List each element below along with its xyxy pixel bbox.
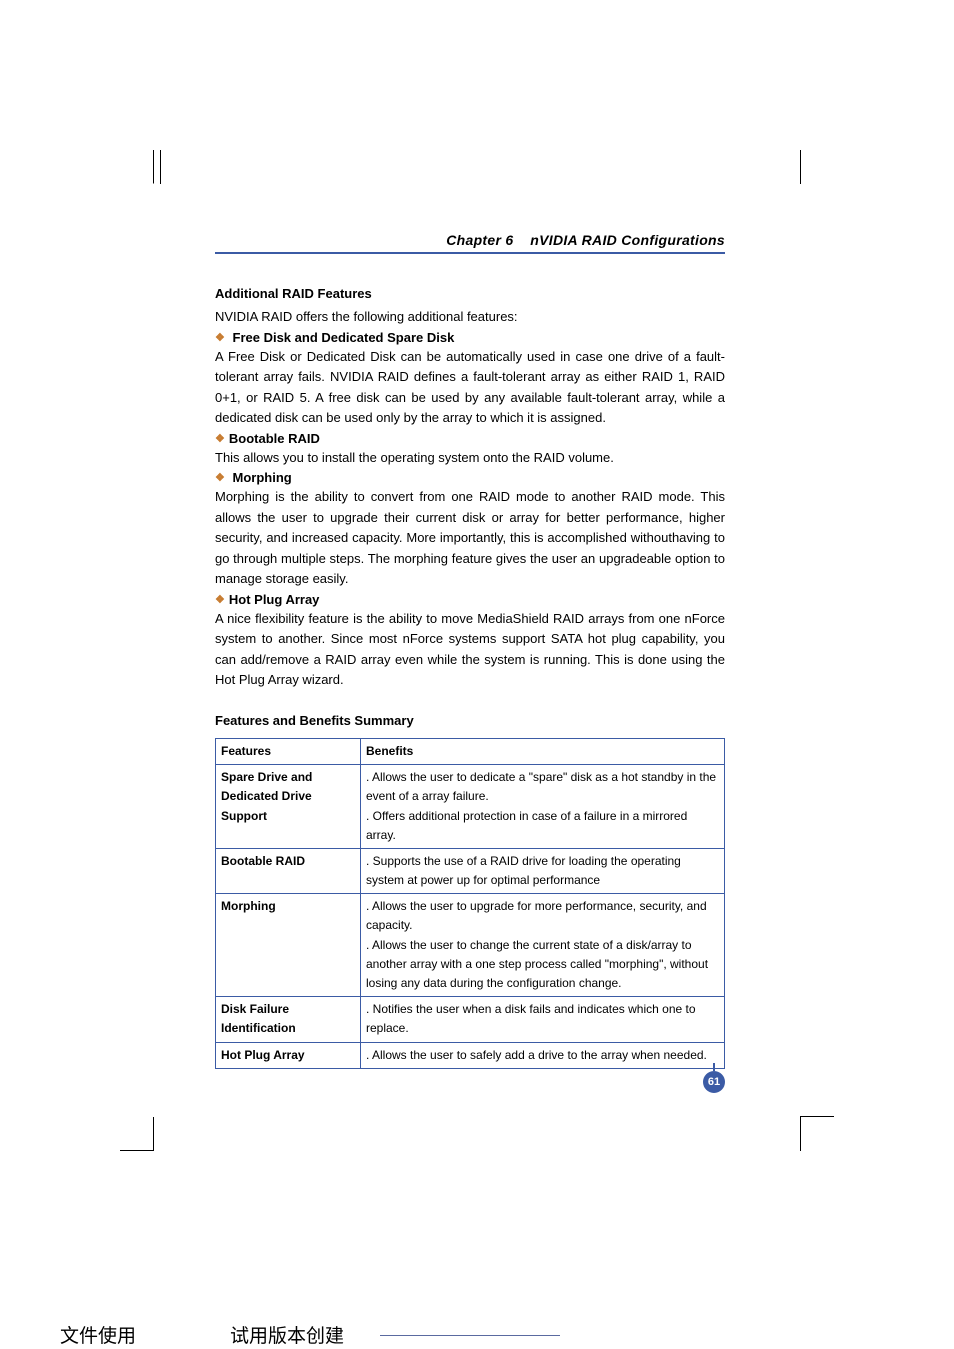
content-area: Chapter 6 nVIDIA RAID Configurations Add…: [215, 232, 725, 1069]
diamond-icon: ❖: [215, 472, 225, 484]
chapter-label: Chapter 6: [446, 232, 513, 248]
col-features: Features: [216, 738, 361, 764]
body-morphing: Morphing is the ability to convert from …: [215, 487, 725, 590]
page-number-circle: 61: [703, 1071, 725, 1093]
benefit-cell: . Allows the user to safely add a drive …: [361, 1042, 725, 1068]
body-free-disk: A Free Disk or Dedicated Disk can be aut…: [215, 347, 725, 429]
page-number: 61: [703, 1071, 725, 1093]
diamond-icon: ❖: [215, 433, 225, 445]
table-row: Bootable RAID . Supports the use of a RA…: [216, 848, 725, 893]
benefit-cell: . Allows the user to dedicate a "spare" …: [361, 765, 725, 849]
feature-cell: Morphing: [216, 894, 361, 997]
table-header-row: Features Benefits: [216, 738, 725, 764]
bullet-free-disk: ❖ Free Disk and Dedicated Spare Disk: [215, 330, 725, 345]
crop-mark: [800, 1117, 834, 1151]
table-row: Disk Failure Identification . Notifies t…: [216, 997, 725, 1042]
heading-bootable: Bootable RAID: [229, 431, 320, 446]
intro-text: NVIDIA RAID offers the following additio…: [215, 307, 725, 328]
features-table: Features Benefits Spare Drive and Dedica…: [215, 738, 725, 1069]
body-bootable: This allows you to install the operating…: [215, 448, 725, 469]
footer-left: 文件使用: [60, 1321, 136, 1348]
feature-cell: Disk Failure Identification: [216, 997, 361, 1042]
bullet-bootable: ❖ Bootable RAID: [215, 431, 725, 446]
feature-cell: Bootable RAID: [216, 848, 361, 893]
bullet-hotplug: ❖ Hot Plug Array: [215, 592, 725, 607]
benefit-cell: . Notifies the user when a disk fails an…: [361, 997, 725, 1042]
page-number-value: 61: [708, 1076, 720, 1088]
heading-morphing: Morphing: [233, 470, 292, 485]
chapter-title: nVIDIA RAID Configurations: [530, 232, 725, 248]
footer-line: [380, 1335, 560, 1336]
page-root: Chapter 6 nVIDIA RAID Configurations Add…: [0, 0, 954, 1349]
benefit-cell: . Supports the use of a RAID drive for l…: [361, 848, 725, 893]
footer-mid: 试用版本创建: [230, 1321, 344, 1348]
body-hotplug: A nice flexibility feature is the abilit…: [215, 609, 725, 691]
table-row: Hot Plug Array . Allows the user to safe…: [216, 1042, 725, 1068]
crop-mark: [120, 1150, 154, 1151]
table-row: Spare Drive and Dedicated Drive Support …: [216, 765, 725, 849]
crop-mark: [160, 150, 161, 184]
crop-mark: [800, 150, 834, 184]
section-title-additional: Additional RAID Features: [215, 286, 725, 301]
crop-mark: [800, 1116, 834, 1117]
page-number-tick: [713, 1063, 715, 1071]
crop-mark: [120, 150, 154, 184]
summary-title: Features and Benefits Summary: [215, 713, 725, 728]
table-row: Morphing . Allows the user to upgrade fo…: [216, 894, 725, 997]
bullet-morphing: ❖ Morphing: [215, 470, 725, 485]
heading-free-disk: Free Disk and Dedicated Spare Disk: [233, 330, 455, 345]
diamond-icon: ❖: [215, 332, 225, 344]
heading-hotplug: Hot Plug Array: [229, 592, 320, 607]
diamond-icon: ❖: [215, 594, 225, 606]
benefit-cell: . Allows the user to upgrade for more pe…: [361, 894, 725, 997]
feature-cell: Hot Plug Array: [216, 1042, 361, 1068]
crop-mark: [120, 1117, 154, 1151]
col-benefits: Benefits: [361, 738, 725, 764]
chapter-header: Chapter 6 nVIDIA RAID Configurations: [215, 232, 725, 254]
feature-cell: Spare Drive and Dedicated Drive Support: [216, 765, 361, 849]
